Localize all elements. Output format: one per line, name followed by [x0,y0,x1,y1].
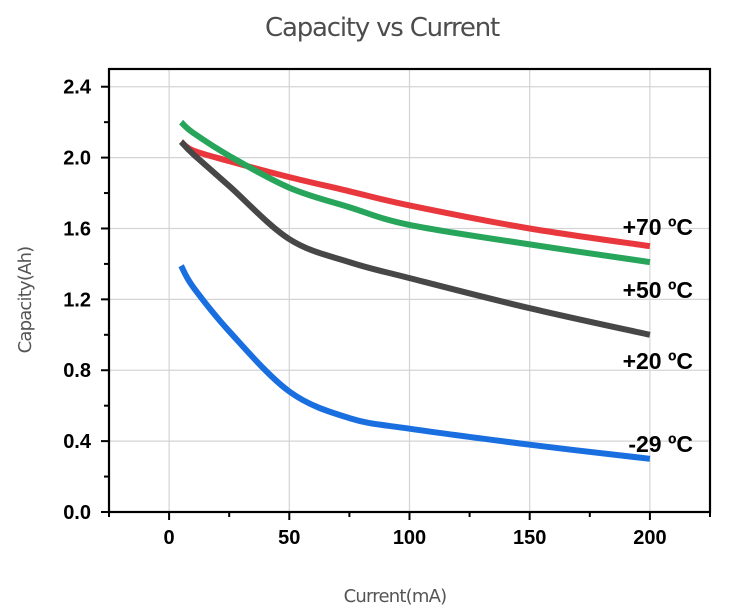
gridlines [109,69,710,512]
x-tick-label: 150 [513,527,546,549]
series-labels: +70 ºC +50 ºC +20 ºC -29 ºC [623,214,693,457]
series-line-plus20C [178,139,651,338]
y-tick-label: 0.0 [63,502,91,524]
x-axis-label: Current(mA) [344,586,447,607]
series-label-plus50C: +50 ºC [623,277,693,303]
x-tick-label: 100 [393,527,426,549]
series-label-plus20C: +20 ºC [623,348,693,374]
series-label-minus29C: -29 ºC [628,431,693,457]
series-label-plus70C: +70 ºC [623,214,693,240]
y-tick-label: 1.6 [63,218,91,240]
y-tick-label: 0.8 [63,360,91,382]
chart-title: Capacity vs Current [265,13,500,43]
axis-ticks: 0 50 100 150 200 0.0 0.4 0.8 1.2 1.6 2.0 2.4 [63,77,711,549]
y-tick-label: 2.4 [63,77,92,99]
y-tick-label: 0.4 [63,431,92,453]
y-axis-label: Capacity(Ah) [15,247,36,354]
x-tick-label: 200 [633,527,666,549]
x-tick-label: 50 [278,527,300,549]
series-curves [178,119,651,462]
series-line-plus70C [179,139,651,250]
series-line-plus50C [179,119,651,266]
y-tick-label: 1.2 [63,289,91,311]
x-tick-label: 0 [164,527,175,549]
series-line-minus29C [178,264,651,462]
y-tick-label: 2.0 [63,148,91,170]
